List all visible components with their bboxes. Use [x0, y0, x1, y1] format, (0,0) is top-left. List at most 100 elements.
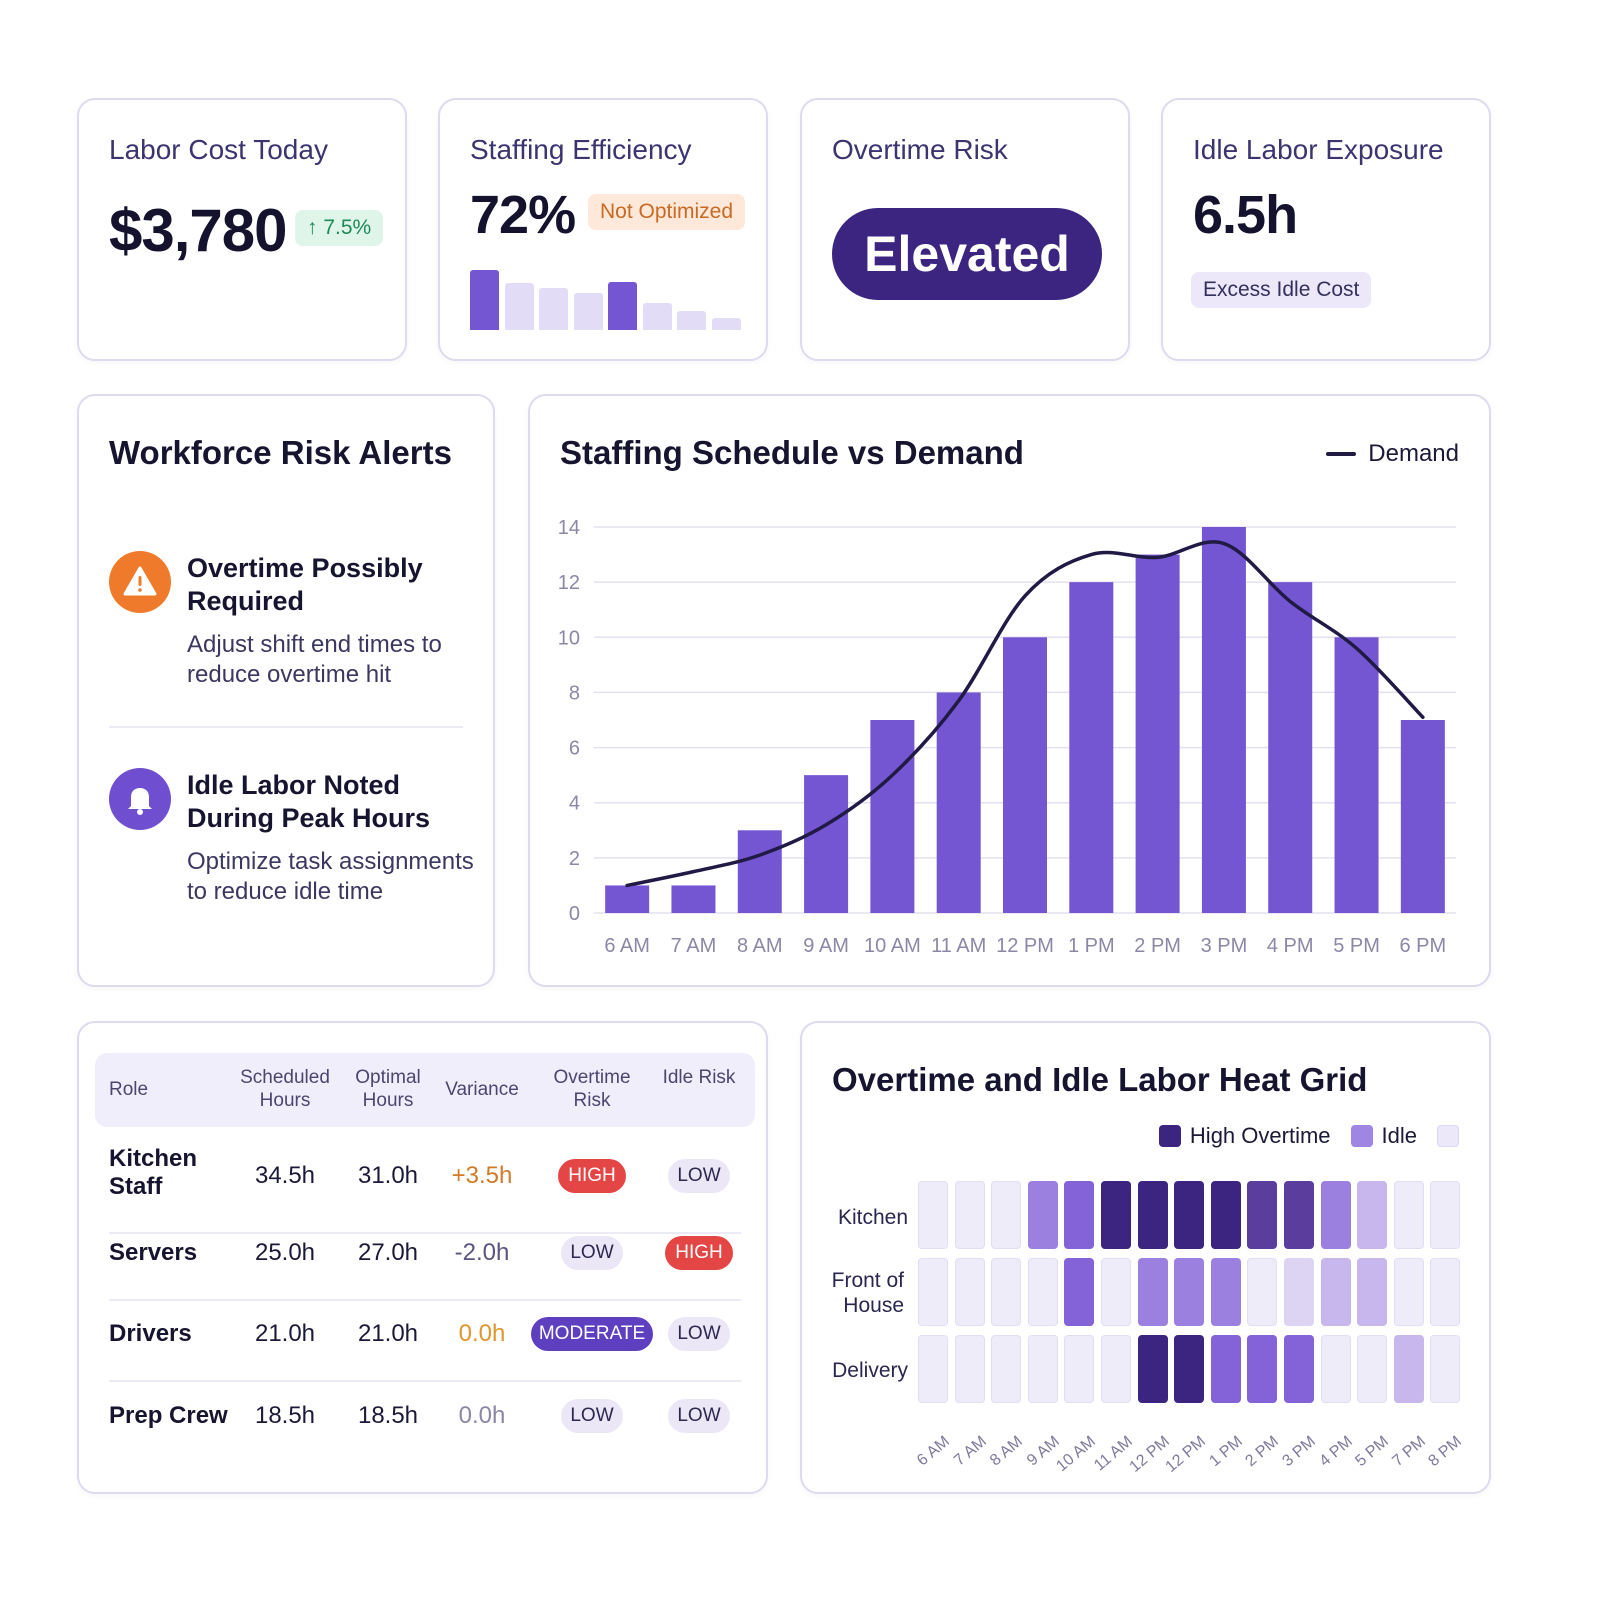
alerts-divider	[109, 726, 463, 728]
header-role: Role	[109, 1079, 149, 1100]
x-tick-label: 2 PM	[1134, 935, 1181, 957]
overtime-risk-status-badge: Elevated	[832, 208, 1102, 300]
idle-labor-value: 6.5h	[1193, 185, 1298, 245]
heat-cell	[1357, 1181, 1388, 1249]
mini-bar	[470, 270, 499, 330]
mini-bar	[539, 288, 568, 330]
heat-cell	[1174, 1335, 1205, 1403]
x-tick-label: 7 AM	[671, 935, 717, 957]
labor-cost-value: $3,780	[109, 197, 288, 264]
heat-cell	[1210, 1335, 1241, 1403]
alert-title-idle: Idle Labor Noted During Peak Hours	[187, 770, 431, 833]
row-optimal-hours: 21.0h	[357, 1320, 419, 1347]
row-scheduled-hours: 18.5h	[254, 1402, 316, 1429]
schedule-bar	[671, 885, 716, 913]
y-tick-label: 2	[569, 848, 580, 870]
alert-body-idle: Optimize task assignments to reduce idle…	[187, 848, 474, 905]
header-scheduled-hours: Scheduled Hours	[240, 1067, 330, 1111]
heat-cell	[1284, 1181, 1314, 1249]
row-scheduled-hours: 21.0h	[254, 1320, 316, 1347]
heat-cell	[918, 1335, 948, 1403]
idle-labor-title: Idle Labor Exposure	[1193, 134, 1444, 165]
staffing-efficiency-value: 72%	[470, 185, 576, 245]
schedule-bar	[737, 830, 782, 913]
row-role: Kitchen Staff	[109, 1145, 198, 1200]
heat-cell	[954, 1335, 985, 1403]
x-tick-label: 9 AM	[803, 935, 849, 957]
heat-cell	[918, 1258, 948, 1326]
row-role: Drivers	[109, 1320, 192, 1347]
y-tick-label: 12	[558, 572, 580, 594]
row-divider	[109, 1232, 741, 1234]
schedule-bar	[870, 720, 915, 913]
heat-grid-title: Overtime and Idle Labor Heat Grid	[832, 1061, 1368, 1098]
heat-cell	[1064, 1258, 1095, 1326]
heat-cell	[991, 1335, 1022, 1403]
header-variance: Variance	[445, 1079, 519, 1100]
idle-risk-badge: LOW	[668, 1159, 730, 1193]
heat-cell	[1357, 1335, 1388, 1403]
schedule-bar	[804, 775, 849, 913]
mini-bar	[573, 293, 603, 330]
heat-cell	[1137, 1258, 1168, 1326]
heat-cell	[1101, 1335, 1131, 1403]
overtime-risk-badge: MODERATE	[531, 1317, 653, 1351]
row-variance: +3.5h	[451, 1162, 513, 1189]
legend-high-overtime-swatch	[1158, 1125, 1181, 1147]
x-tick-label: 6 AM	[604, 935, 650, 957]
x-tick-label: 10 AM	[864, 935, 921, 957]
schedule-bar	[1201, 527, 1246, 913]
demand-line	[625, 540, 1425, 888]
chart-title: Staffing Schedule vs Demand	[560, 434, 1024, 471]
efficiency-mini-bar-chart	[470, 268, 742, 330]
x-tick-label: 12 PM	[996, 935, 1054, 957]
row-scheduled-hours: 34.5h	[254, 1162, 316, 1189]
heat-cell	[1064, 1335, 1095, 1403]
x-tick-label: 1 PM	[1068, 935, 1115, 957]
row-optimal-hours: 18.5h	[357, 1402, 419, 1429]
heat-cell	[991, 1258, 1022, 1326]
y-tick-label: 6	[569, 738, 580, 760]
y-tick-label: 8	[569, 682, 580, 704]
schedule-bar	[936, 692, 981, 913]
schedule-bar	[1268, 582, 1313, 913]
heat-cell	[1101, 1181, 1131, 1249]
heat-cell	[991, 1181, 1022, 1249]
mini-bar	[711, 318, 741, 330]
row-divider	[109, 1380, 741, 1382]
not-optimized-badge: Not Optimized	[588, 194, 746, 230]
header-optimal-hours: Optimal Hours	[355, 1067, 421, 1111]
idle-risk-badge: HIGH	[665, 1236, 733, 1270]
table-header	[95, 1053, 755, 1127]
idle-risk-badge: LOW	[668, 1399, 730, 1433]
heat-cell	[1284, 1258, 1314, 1326]
heat-cell	[1027, 1335, 1058, 1403]
x-tick-label: 4 PM	[1267, 935, 1314, 957]
row-variance: -2.0h	[454, 1239, 510, 1266]
excess-idle-cost-tag: Excess Idle Cost	[1191, 272, 1372, 308]
y-tick-label: 4	[569, 793, 580, 815]
heat-cell	[1247, 1258, 1278, 1326]
heat-cell	[1137, 1181, 1168, 1249]
overtime-risk-badge: LOW	[561, 1236, 623, 1270]
legend-demand-label: Demand	[1368, 440, 1459, 467]
y-tick-label: 10	[558, 627, 580, 649]
heat-row-label-kitchen: Kitchen	[837, 1206, 908, 1229]
heat-cell	[1430, 1335, 1461, 1403]
idle-risk-badge: LOW	[668, 1317, 730, 1351]
heat-grid-legend: High Overtime Idle	[1158, 1123, 1459, 1149]
heat-row-label-front-of-house: Front of House	[831, 1269, 904, 1317]
schedule-bar	[1069, 582, 1114, 913]
row-divider	[109, 1299, 741, 1301]
heat-cell	[1284, 1335, 1314, 1403]
row-optimal-hours: 27.0h	[357, 1239, 419, 1266]
heat-cell	[1210, 1181, 1241, 1249]
row-role: Servers	[109, 1239, 198, 1266]
demand-line-swatch	[1326, 452, 1357, 456]
legend-idle-swatch	[1350, 1125, 1373, 1147]
x-tick-label: 6 PM	[1400, 935, 1447, 957]
x-tick-label: 11 AM	[931, 935, 986, 957]
header-overtime-risk: Overtime Risk	[553, 1067, 631, 1111]
heat-cell	[1393, 1335, 1424, 1403]
heat-cell	[1393, 1181, 1424, 1249]
